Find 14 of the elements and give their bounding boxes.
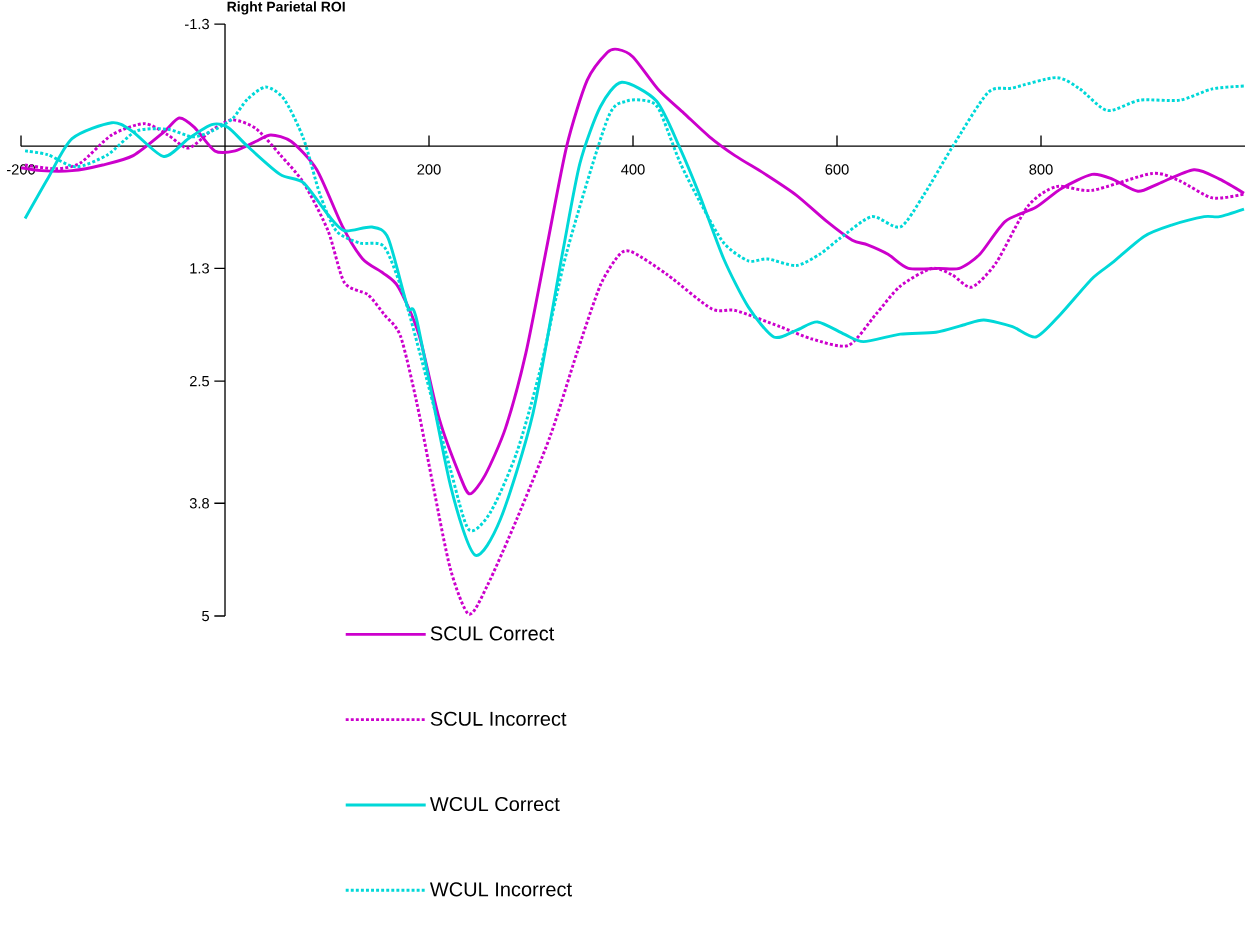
legend-label: SCUL Correct: [430, 626, 555, 641]
legend-label: SCUL Incorrect: [430, 711, 567, 726]
x-tick-label: 800: [1029, 164, 1053, 175]
y-tick-label: 1.3: [190, 263, 209, 274]
x-tick-label: 200: [417, 164, 441, 175]
x-tick-label: 400: [621, 164, 645, 175]
y-tick-label: 5: [202, 610, 209, 622]
y-tick-label: -1.3: [185, 18, 209, 30]
legend-label: WCUL Incorrect: [429, 882, 572, 897]
x-tick-label: 600: [825, 164, 849, 175]
chart-title: Right Parietal ROI: [227, 1, 345, 15]
y-tick-label: 2.5: [189, 375, 209, 387]
legend-label: WCUL Correct: [429, 796, 560, 812]
y-tick-label: 3.8: [189, 498, 209, 509]
